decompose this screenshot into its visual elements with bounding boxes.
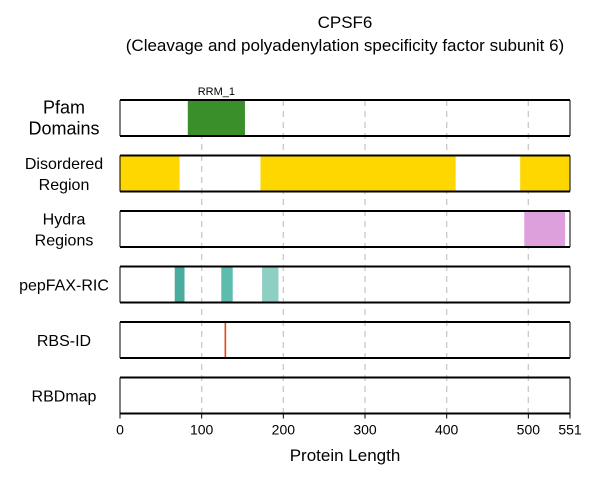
track-5: RBDmap — [32, 376, 571, 415]
track-2-label-line-0: Hydra — [43, 212, 86, 229]
x-tick-label-300: 300 — [353, 422, 377, 438]
track-3-segment-2 — [262, 266, 279, 303]
x-tick-label-551: 551 — [558, 422, 582, 438]
x-axis: 0 100 200 300 400 500 551 — [116, 413, 582, 438]
track-3-segment-0 — [174, 266, 185, 303]
grid-layer — [200, 100, 530, 414]
track-3-label-line-0: pepFAX-RIC — [19, 278, 109, 295]
track-1-segment-1 — [260, 155, 456, 192]
track-1-segment-2 — [520, 155, 570, 192]
track-5-label-line-0: RBDmap — [32, 389, 97, 406]
x-tick-label-400: 400 — [435, 422, 459, 438]
track-3: pepFAX-RIC — [19, 265, 571, 304]
track-1-label-line-0: Disordered — [25, 156, 103, 173]
track-1-segment-0 — [120, 155, 180, 192]
track-1-label-line-1: Region — [39, 177, 90, 194]
track-2-label-line-1: Regions — [35, 233, 94, 250]
track-4: RBS-ID — [37, 321, 571, 359]
domain-label: RRM_1 — [198, 86, 235, 98]
track-2: Hydra Regions — [35, 210, 571, 250]
track-0-label-line-0: Pfam — [43, 98, 85, 118]
track-3-segment-1 — [221, 266, 233, 303]
x-tick-label-200: 200 — [272, 422, 296, 438]
track-1: Disordered Region — [25, 154, 571, 194]
track-0-label-line-1: Domains — [28, 119, 99, 139]
chart-title-line1: CPSF6 — [318, 13, 373, 32]
x-axis-label: Protein Length — [290, 446, 401, 465]
track-4-label-line-0: RBS-ID — [37, 333, 91, 350]
x-tick-label-0: 0 — [116, 422, 124, 438]
chart-title-line2: (Cleavage and polyadenylation specificit… — [126, 36, 564, 55]
track-0-segment-0 — [187, 100, 245, 136]
x-tick-label-500: 500 — [517, 422, 541, 438]
track-4-segment-0 — [224, 322, 227, 358]
x-tick-label-100: 100 — [190, 422, 214, 438]
track-2-segment-0 — [524, 211, 566, 247]
